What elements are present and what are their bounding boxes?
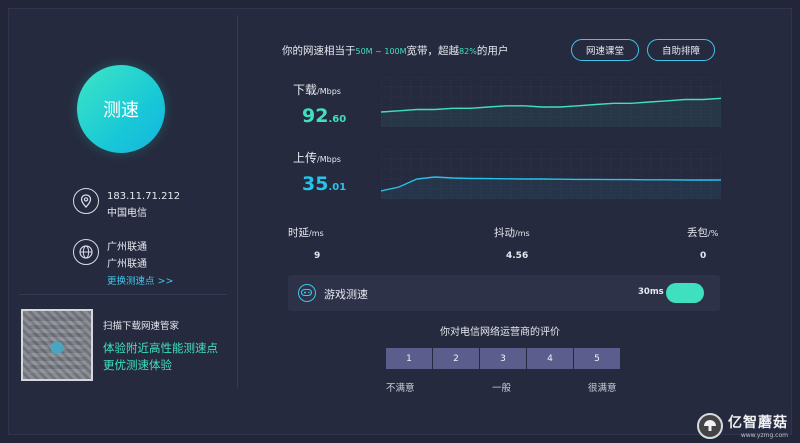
node-name-2: 广州联通 [107,259,147,270]
watermark-text: 亿智蘑菇 [728,415,788,431]
packet-loss-unit: /% [708,229,719,238]
upload-label-text: 上传 [293,151,318,165]
rating-option-1[interactable]: 1 [386,348,432,369]
download-value-dec: .60 [328,114,347,125]
upload-chart [381,149,721,199]
qr-desc-line-1: 体验附近高性能测速点 [103,341,218,355]
speed-course-label: 网速课堂 [585,46,624,57]
isp-name: 中国电信 [107,208,147,219]
download-label: 下载/Mbps [293,81,341,98]
globe-icon [73,239,99,265]
upload-unit: /Mbps [317,155,341,164]
packet-loss-value: 0 [700,251,707,261]
download-value: 92.60 [302,105,346,127]
watermark: 亿智蘑菇 www.yzmg.com [697,412,788,439]
download-unit: /Mbps [317,87,341,96]
rating-option-5[interactable]: 5 [574,348,620,369]
summary-bandwidth: 50M ~ 100M [355,47,407,56]
left-panel: 测速 183.11.71.212 中国电信 [9,9,237,434]
ip-address: 183.11.71.212 [107,191,181,202]
gamepad-icon [298,284,316,302]
upload-chart-line [381,176,721,192]
download-label-text: 下载 [293,83,318,97]
self-troubleshoot-button[interactable]: 自助排障 [647,39,715,61]
packet-loss-label: 丢包/% [687,225,718,240]
rating-high-label: 很满意 [588,383,617,394]
speed-summary: 你的网速相当于50M ~ 100M宽带，超越82%的用户 [282,43,508,58]
download-chart-area [381,98,721,127]
watermark-url: www.yzmg.com [740,432,788,439]
summary-percent: 82% [459,47,477,56]
download-chart-line [381,97,721,113]
packet-loss-label-text: 丢包 [687,227,708,239]
qr-code [21,309,93,381]
game-latency-value: 30ms [638,287,664,297]
upload-value: 35.01 [302,173,346,195]
upload-value-dec: .01 [328,182,347,193]
node-info: 广州联通 广州联通 更换测速点 >> [73,239,173,290]
download-value-int: 92 [302,105,329,127]
vertical-divider [237,15,238,388]
latency-unit: /ms [309,229,324,238]
rating-low-label: 不满意 [386,383,415,394]
rating-option-2[interactable]: 2 [433,348,479,369]
location-pin-icon [73,188,99,214]
upload-label: 上传/Mbps [293,149,341,166]
speed-course-button[interactable]: 网速课堂 [571,39,639,61]
speed-test-label: 测速 [103,100,139,121]
game-speed-toggle[interactable] [666,283,704,303]
change-node-link[interactable]: 更换测速点 >> [107,276,174,287]
node-name-1: 广州联通 [107,242,147,253]
latency-value: 9 [314,251,321,261]
summary-prefix: 你的网速相当于 [282,45,356,57]
download-chart [381,77,721,127]
rating-option-4[interactable]: 4 [527,348,573,369]
speedtest-panel: 测速 183.11.71.212 中国电信 [8,8,792,435]
upload-value-int: 35 [302,173,329,195]
jitter-label-text: 抖动 [494,227,515,239]
qr-description: 体验附近高性能测速点 更优测速体验 [103,340,218,374]
rating-option-3[interactable]: 3 [480,348,526,369]
self-troubleshoot-label: 自助排障 [661,46,700,57]
upload-chart-area [381,177,721,199]
game-speed-label: 游戏测速 [324,288,368,301]
rating-title: 你对电信网络运营商的评价 [440,327,560,338]
latency-label: 时延/ms [288,225,324,240]
jitter-label: 抖动/ms [494,225,530,240]
summary-mid: 宽带，超越 [406,45,460,57]
jitter-unit: /ms [515,229,530,238]
jitter-value: 4.56 [506,251,529,261]
game-speed-test: 游戏测速 30ms [288,275,720,311]
rating-mid-label: 一般 [492,383,512,394]
latency-label-text: 时延 [288,227,309,239]
divider [19,294,227,295]
qr-desc-line-2: 更优测速体验 [103,358,172,372]
speed-test-button[interactable]: 测速 [77,65,165,153]
mushroom-logo-icon [697,412,723,439]
ip-info: 183.11.71.212 中国电信 [73,188,180,222]
right-panel: 你的网速相当于50M ~ 100M宽带，超越82%的用户 网速课堂 自助排障 下… [238,9,791,434]
qr-title: 扫描下载网速管家 [103,321,180,332]
summary-suffix: 的用户 [476,45,509,57]
